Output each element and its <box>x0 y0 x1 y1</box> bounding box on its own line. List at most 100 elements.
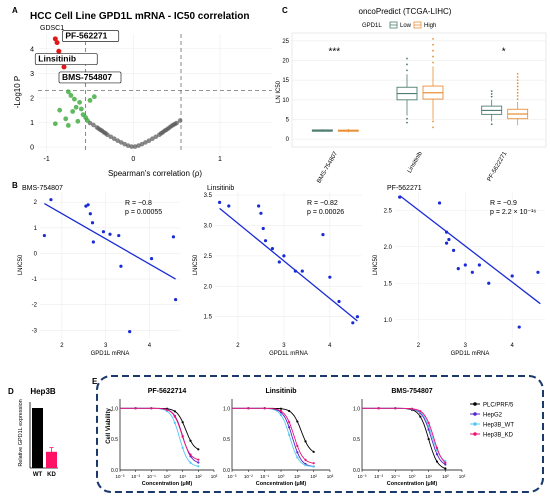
panel-a-point-top <box>56 48 62 54</box>
panel-c-outlier <box>432 55 434 58</box>
panel-e-xtick-label: 10⁰ <box>164 474 171 479</box>
panel-e-point <box>312 462 315 465</box>
panel-b-xtick-label: 2 <box>417 343 421 349</box>
panel-e-legend-label: PLC/PRF/5 <box>483 403 514 409</box>
panel-e-xtick-label: 10³ <box>211 474 218 479</box>
panel-e-curve <box>120 407 199 461</box>
panel-e-curve <box>232 407 314 467</box>
panel-e-xtick-label: 10⁻³ <box>228 474 237 479</box>
panel-b-r-value: R = −0.8 <box>125 200 152 207</box>
panel-e-legend-marker <box>473 402 477 406</box>
panel-e-curve <box>362 407 446 465</box>
panel-e-point <box>288 426 291 429</box>
panel-b-point <box>128 329 132 334</box>
panel-b-ytick-label: 2.0 <box>384 245 393 251</box>
panel-b-point <box>117 233 121 238</box>
panel-e-point <box>296 456 299 459</box>
panel-c-outlier <box>516 79 519 82</box>
panel-e-curve <box>120 407 199 450</box>
panel-a-ytick-label: 3 <box>30 71 34 78</box>
panel-c-significance: *** <box>328 47 340 58</box>
panel-b-point <box>444 230 449 234</box>
panel-b-ytick-label: 3.5 <box>204 193 213 199</box>
panel-a-point-ns <box>132 144 138 149</box>
panel-b-point <box>477 263 481 267</box>
panel-c-plot-area <box>291 32 547 148</box>
panel-a-point-ns <box>118 140 124 145</box>
panel-a-point-sig <box>77 99 82 105</box>
panel-c-outlier <box>516 94 519 97</box>
panel-e-point <box>304 458 307 462</box>
panel-e-point <box>288 433 291 436</box>
panel-c-outlier <box>406 63 408 66</box>
panel-c-outlier <box>432 120 434 123</box>
panel-a-point-sig <box>73 104 79 110</box>
panel-e-point <box>435 460 439 463</box>
panel-b-xtick-label: 4 <box>511 343 515 349</box>
panel-e-letter: E <box>92 377 98 386</box>
panel-e-point <box>165 408 169 411</box>
panel-b-point <box>444 241 449 245</box>
panel-a-point-sig <box>72 96 77 102</box>
panel-b-xtick-label: 4 <box>328 343 332 349</box>
panel-b-point <box>171 235 176 239</box>
panel-e-point <box>197 448 200 451</box>
panel-c-xtick-label: Linsitinib <box>407 150 424 174</box>
panel-c-outlier <box>432 126 434 129</box>
panel-e-point <box>427 425 430 428</box>
panel-a-point-sig <box>91 94 97 100</box>
panel-b-point <box>536 270 540 274</box>
panel-d-bar <box>32 408 43 468</box>
panel-d-title: Hep3B <box>30 387 56 396</box>
panel-b-p-value: p = 2.2 × 10⁻¹⁶ <box>490 209 536 216</box>
panel-b-ytick-label: 2.5 <box>204 254 213 260</box>
panel-b-point <box>328 275 332 279</box>
panel-b-ytick-label: 1.0 <box>384 318 393 324</box>
panel-e-point <box>435 453 439 456</box>
panel-a-subtitle: GDSC1 <box>40 25 64 32</box>
panel-e-xtick-label: 10³ <box>459 474 466 479</box>
panel-a-label-box <box>58 71 122 84</box>
panel-e-ytick-label: 0.0 <box>353 468 360 474</box>
panel-b-point <box>86 203 90 207</box>
panel-e-ylabel: Cell Viability <box>106 408 112 444</box>
panel-e-point <box>197 465 200 468</box>
panel-a-point-sig <box>85 118 90 123</box>
panel-e-xtick-label: 10³ <box>327 474 334 479</box>
panel-d-ylabel: Relative GPD1L expression <box>18 399 24 466</box>
panel-e: E PF-5622714 0.0 0.5 1.0 10⁻³ 10⁻² 10⁻¹ 10⁰ 10¹ 1… <box>92 375 544 493</box>
panel-a-point-ns <box>103 131 108 136</box>
panel-a-point-ns <box>115 138 121 143</box>
panel-b-point <box>91 240 95 244</box>
panel-d-letter: D <box>8 387 14 396</box>
panel-e-point <box>247 407 250 410</box>
panel-b-xtick-label: 3 <box>282 343 286 349</box>
panel-e-point <box>435 446 439 450</box>
panel-e-point <box>173 421 176 424</box>
panel-a-point-ns <box>143 140 148 145</box>
panel-b-r-value: R = −0.9 <box>490 200 517 207</box>
panel-e-xtick-label: 10⁻² <box>131 474 140 479</box>
panel-e-xtick-label: 10⁻² <box>244 474 253 479</box>
panel-a-point-sig <box>75 118 81 124</box>
panel-a-point-ns <box>150 136 155 142</box>
panel-b-point <box>259 211 263 215</box>
panel-a-point-ns <box>139 141 145 147</box>
panel-b-point <box>108 232 112 236</box>
panel-e-point <box>197 461 200 464</box>
panel-c-ytick-label: 25 <box>282 39 289 45</box>
panel-c-outlier <box>516 85 519 88</box>
panel-b-point <box>437 201 442 205</box>
panel-e-curve <box>232 407 314 468</box>
panel-a-label-box <box>61 30 120 42</box>
panel-a-point-ns <box>111 136 117 142</box>
panel-b-ytick-label: 1.5 <box>384 281 393 287</box>
panel-e-point <box>189 453 192 456</box>
panel-a-point-ns <box>136 143 141 148</box>
panel-b-plots: BMS-754807 2 3 4 -3 -2 -1 0 1 2 R = −0.8 p = 0.0005… <box>18 185 545 357</box>
panel-b-point <box>355 315 360 319</box>
panel-a-letter: A <box>12 6 18 15</box>
panel-e-point <box>444 461 447 464</box>
panel-a-point-sig <box>87 97 93 103</box>
panel-d-plot: WT KD <box>29 402 58 478</box>
